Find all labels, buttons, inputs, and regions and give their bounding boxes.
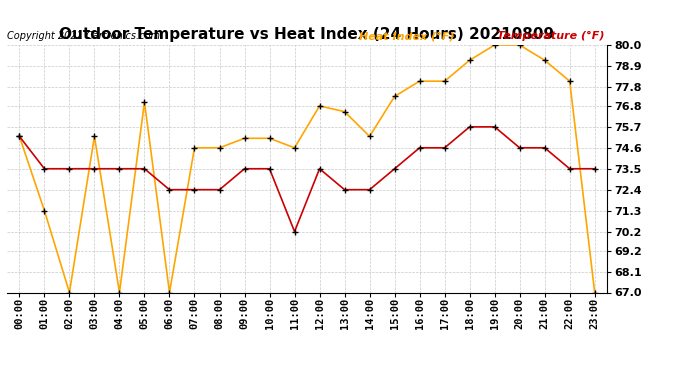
Text: Temperature (°F): Temperature (°F) (497, 31, 604, 41)
Text: Heat Index (°F): Heat Index (°F) (359, 32, 454, 41)
Text: Copyright 2021 Cartronics.com: Copyright 2021 Cartronics.com (7, 32, 160, 41)
Title: Outdoor Temperature vs Heat Index (24 Hours) 20210809: Outdoor Temperature vs Heat Index (24 Ho… (59, 27, 555, 42)
